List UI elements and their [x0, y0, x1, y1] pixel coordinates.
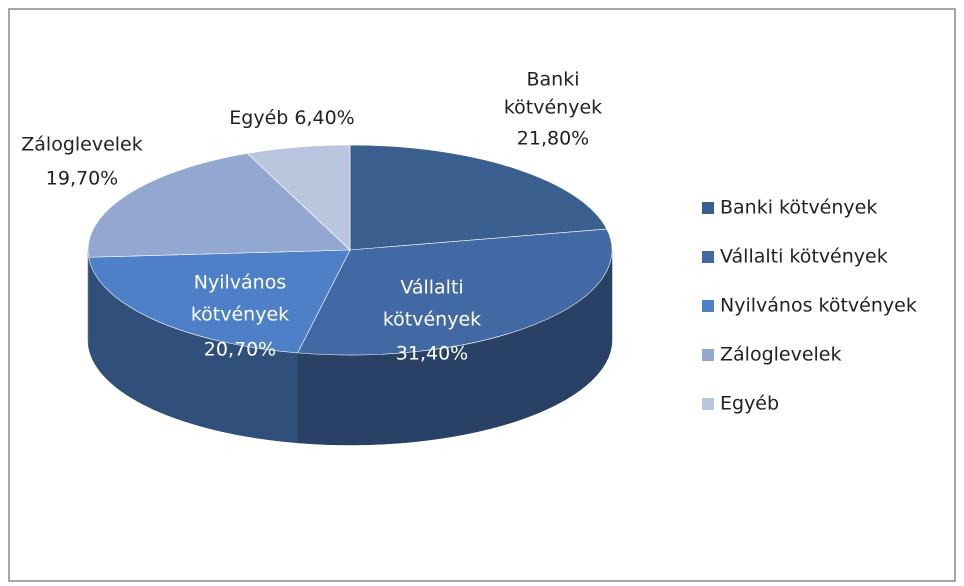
data-label-value: 21,80%: [517, 128, 589, 150]
data-label-name: Záloglevelek: [21, 134, 143, 156]
data-label-value: 19,70%: [46, 168, 118, 190]
data-label-name: Banki: [526, 69, 579, 91]
legend-label: Záloglevelek: [720, 344, 842, 366]
data-label-name: Nyilvános: [194, 272, 286, 294]
legend-label: Egyéb: [720, 393, 779, 415]
legend: Banki kötvények Vállalti kötvények Nyilván…: [702, 197, 917, 415]
slice: [297, 228, 613, 356]
legend-swatch: [702, 349, 714, 361]
data-label-name: kötvények: [383, 309, 481, 331]
legend-label: Nyilvános kötvények: [720, 295, 917, 317]
legend-label: Vállalti kötvények: [720, 246, 888, 268]
legend-swatch: [702, 300, 714, 312]
data-label-name: kötvények: [504, 97, 602, 119]
slice: [87, 153, 351, 258]
data-label-name: Vállalti: [400, 277, 463, 299]
slice: [246, 144, 351, 251]
slice: [88, 249, 351, 354]
label-value: 6,40%: [288, 107, 354, 129]
slice-side: [87, 249, 89, 348]
pie-tops: [87, 144, 613, 356]
slice: [349, 144, 608, 251]
data-labels: Banki kötvények 21,80% Vállalti kötvények 31,…: [21, 69, 602, 365]
label-name: Egyéb: [229, 107, 288, 129]
legend-swatch: [702, 202, 714, 214]
legend-swatch: [702, 398, 714, 410]
data-label-name: kötvények: [191, 304, 289, 326]
data-label: Egyéb 6,40%: [229, 107, 354, 129]
data-label-value: 20,70%: [204, 339, 276, 361]
legend-label: Banki kötvények: [720, 197, 877, 219]
legend-swatch: [702, 251, 714, 263]
data-label-value: 31,40%: [396, 343, 468, 365]
